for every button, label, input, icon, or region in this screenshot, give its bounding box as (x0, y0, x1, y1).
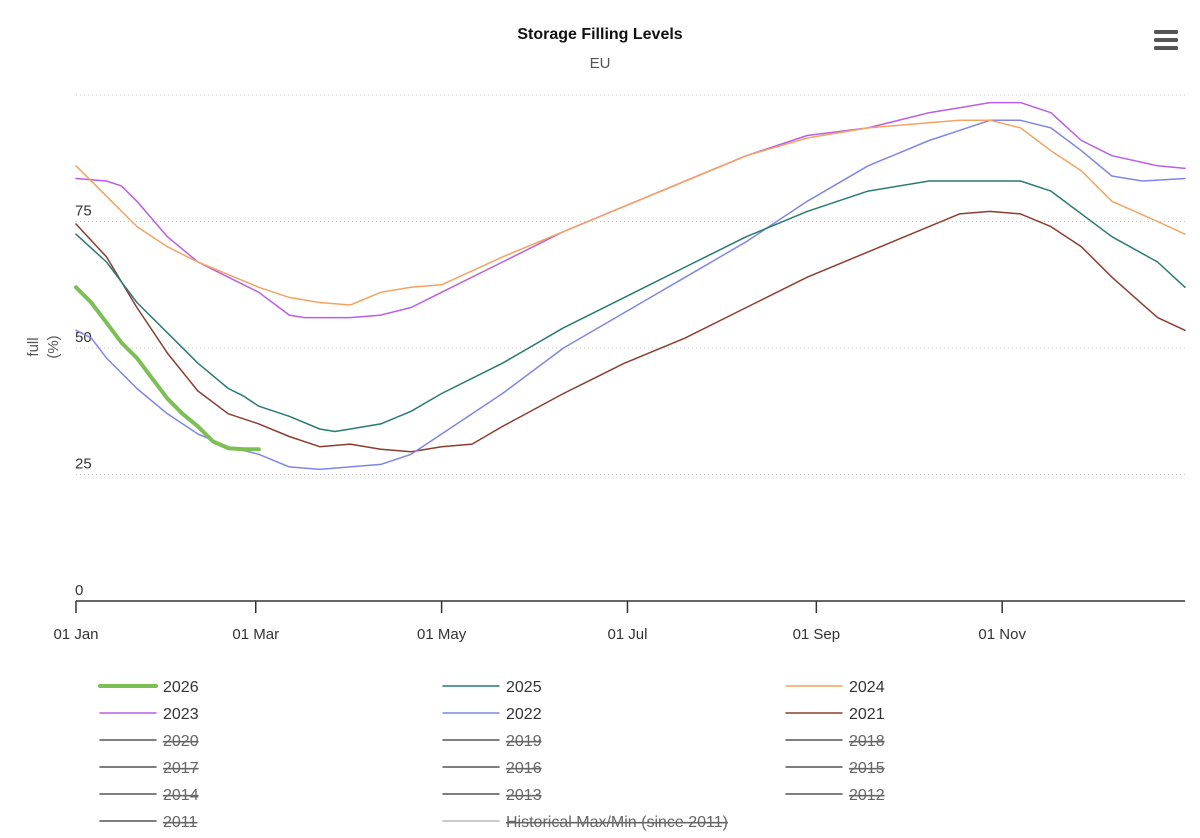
legend-item-2026[interactable]: 2026 (98, 679, 199, 696)
legend-label: 2019 (506, 733, 542, 750)
legend-item-2014[interactable]: 2014 (99, 787, 199, 804)
series-line-2023[interactable] (75, 101, 1186, 319)
legend-item-2012[interactable]: 2012 (785, 787, 885, 804)
x-tick-label: 01 Jul (607, 626, 647, 643)
y-tick-label: 50 (75, 329, 92, 346)
legend-item-2020[interactable]: 2020 (99, 733, 199, 750)
legend-label: 2025 (506, 679, 542, 696)
series-line-2025[interactable] (75, 180, 1186, 433)
legend-item-2013[interactable]: 2013 (442, 787, 542, 804)
legend-item-2019[interactable]: 2019 (442, 733, 542, 750)
x-tick-label: 01 May (417, 626, 467, 643)
legend-item-2021[interactable]: 2021 (785, 706, 885, 723)
legend-item-2022[interactable]: 2022 (442, 706, 542, 723)
y-axis-title-line2: (%) (45, 335, 62, 358)
x-tick-label: 01 Nov (978, 626, 1026, 643)
legend-label: 2024 (849, 679, 885, 696)
legend-label: 2013 (506, 787, 542, 804)
legend-label: 2014 (163, 787, 199, 804)
legend-label: 2015 (849, 760, 885, 777)
legend-item-2025[interactable]: 2025 (442, 679, 542, 696)
legend-label: 2026 (163, 679, 199, 696)
legend-label: 2016 (506, 760, 542, 777)
y-tick-label: 25 (75, 456, 92, 473)
y-tick-label: 75 (75, 203, 92, 220)
series-line-2021[interactable] (75, 210, 1186, 453)
legend-item-2024[interactable]: 2024 (785, 679, 885, 696)
legend-label: 2021 (849, 706, 885, 723)
legend-item-2017[interactable]: 2017 (99, 760, 199, 777)
legend-label: 2022 (506, 706, 542, 723)
legend-label: 2023 (163, 706, 199, 723)
x-tick-label: 01 Mar (232, 626, 279, 643)
legend-item-2015[interactable]: 2015 (785, 760, 885, 777)
legend-label: Historical Max/Min (since 2011) (506, 814, 728, 831)
grid-lines (76, 94, 1185, 475)
legend-label: 2020 (163, 733, 199, 750)
y-axis: 0 25 50 75 (75, 203, 92, 600)
legend-item-2016[interactable]: 2016 (442, 760, 542, 777)
x-tick-label: 01 Jan (53, 626, 98, 643)
chart-title: Storage Filling Levels (517, 26, 682, 43)
plot-area (74, 101, 1186, 471)
legend-label: 2011 (163, 814, 198, 831)
legend-label: 2017 (163, 760, 199, 777)
legend-item-2018[interactable]: 2018 (785, 733, 885, 750)
chart-subtitle: EU (590, 55, 611, 72)
legend-item-historical-max-min-since-2011[interactable]: Historical Max/Min (since 2011) (442, 814, 728, 831)
legend-item-2011[interactable]: 2011 (99, 814, 198, 831)
legend-label: 2012 (849, 787, 885, 804)
x-axis: 01 Jan 01 Mar 01 May 01 Jul 01 Sep 01 Nov (53, 600, 1185, 643)
series-line-2024[interactable] (75, 119, 1186, 306)
x-tick-label: 01 Sep (793, 626, 841, 643)
hamburger-menu-icon[interactable] (1148, 22, 1184, 58)
legend-item-2023[interactable]: 2023 (99, 706, 199, 723)
series-line-2022[interactable] (75, 119, 1186, 471)
y-axis-title-line1: full (25, 337, 42, 356)
series-line-2026[interactable] (74, 285, 261, 452)
y-tick-label: 0 (75, 582, 83, 599)
legend: 2026 2025 2024 2023 2022 2021 2020 2019 2018 2017… (98, 679, 885, 831)
legend-label: 2018 (849, 733, 885, 750)
